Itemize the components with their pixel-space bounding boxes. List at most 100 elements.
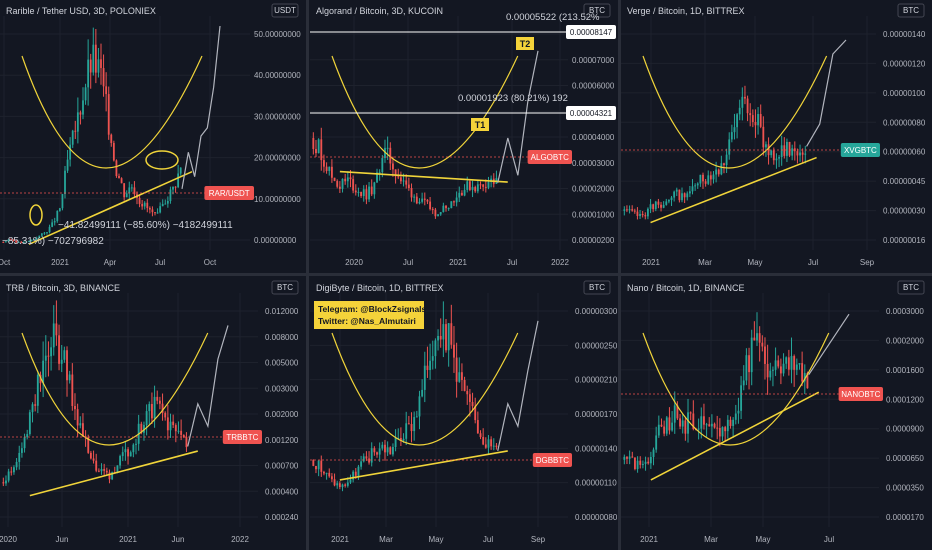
candle-body [479, 184, 482, 186]
x-tick-label: Mar [704, 535, 718, 544]
panel-divider[interactable] [0, 273, 932, 276]
chart-panel-digibyte[interactable]: 0.00000300 0.00000250 0.00000210 0.00000170… [310, 277, 618, 550]
candle-body [129, 452, 132, 457]
chart-panel-nano[interactable]: 0.0003000 0.0002000 0.0001600 0.0001200 0.00… [621, 277, 932, 550]
candle-body [76, 409, 79, 426]
y-tick-label: 0.00004000 [572, 133, 615, 142]
candle-body [315, 465, 317, 470]
candle-body [100, 59, 102, 69]
candle-body [709, 175, 712, 180]
price-tag-label: TRBBTC [226, 433, 258, 442]
y-tick-label: 0.00000250 [575, 341, 618, 350]
candle-body [386, 147, 389, 149]
candle-body [174, 425, 177, 432]
y-tick-label: 0.0002000 [886, 336, 924, 345]
candle-body [461, 372, 463, 380]
candle-body [804, 153, 807, 155]
candle-body [399, 177, 402, 182]
candle-body [785, 357, 788, 364]
support-trendline [650, 391, 820, 481]
candle-body [82, 423, 84, 437]
chart-panel-algorand[interactable]: 0.000080000.000070000.000060000.00005000… [310, 0, 618, 273]
candle-body [94, 44, 97, 73]
candle-body [320, 460, 323, 472]
candle-body [762, 126, 765, 148]
price-tag [532, 453, 572, 467]
candle-body [378, 448, 381, 455]
chart-title: DigiByte / Bitcoin, 1D, BITTREX [316, 283, 444, 293]
chart-svg-nano: 0.0003000 0.0002000 0.0001600 0.0001200 0.00… [621, 280, 925, 544]
candle-body [151, 404, 153, 419]
candle-body [381, 158, 384, 173]
candle-body [766, 363, 769, 378]
candle-body [628, 209, 631, 211]
candle-body [135, 443, 137, 445]
candle-body [628, 456, 631, 459]
candle-body [39, 374, 42, 384]
candle-body [753, 337, 756, 341]
chart-panel-verge[interactable]: 0.00000140 0.00000120 0.00000100 0.00000080… [621, 0, 932, 273]
candle-body [89, 452, 92, 459]
candle-body [35, 238, 38, 240]
candle-body [447, 323, 450, 351]
candle-body [644, 215, 647, 217]
price-tag [838, 387, 883, 401]
candle-body [108, 472, 111, 480]
candle-body [703, 416, 705, 425]
candle-body [732, 419, 735, 426]
unit-label: BTC [903, 283, 919, 292]
candle-body [141, 203, 144, 207]
candle-body [801, 363, 804, 382]
candle-body [354, 471, 357, 476]
candle-body [325, 472, 328, 474]
candle-body [740, 385, 743, 411]
candle-body [105, 86, 108, 95]
candle-body [765, 144, 767, 148]
candle-body [42, 360, 45, 384]
y-tick-label: 0.00000120 [883, 59, 926, 68]
chart-panel-trb[interactable]: 0.012000 0.008000 0.005000 0.003000 0.002000… [0, 277, 306, 550]
candle-body [323, 160, 325, 167]
cup-curve [21, 55, 203, 169]
candle-body [50, 347, 53, 357]
candle-body [484, 186, 487, 188]
candle-body [418, 201, 421, 204]
chart-title: Verge / Bitcoin, 1D, BITTREX [627, 6, 745, 16]
candle-body [757, 114, 759, 126]
candle-body [775, 158, 778, 161]
candle-body [405, 423, 408, 439]
candle-body [323, 471, 325, 474]
unit-label: BTC [589, 6, 605, 15]
candle-body [748, 355, 750, 373]
candle-body [410, 423, 413, 432]
candle-body [407, 184, 410, 189]
candle-body [429, 201, 432, 210]
price-tag-label: ALGOBTC [531, 153, 569, 162]
candle-body [158, 400, 161, 404]
y-tick-label: 0.012000 [265, 307, 299, 316]
candle-body [346, 177, 349, 182]
candle-body [405, 180, 408, 185]
candle-body [751, 115, 754, 122]
chart-panel-rarible[interactable]: 50.00000000 40.00000000 30.00000000 20.0000… [0, 0, 306, 273]
candle-body [787, 357, 790, 370]
social-label-text: Twitter: @Nas_Almutairi [318, 316, 416, 326]
candle-body [679, 418, 681, 427]
candle-body [48, 226, 51, 233]
price-tag-label: DGBBTC [536, 456, 570, 465]
candle-body [180, 430, 183, 435]
candle-body [675, 189, 678, 192]
measure-annotation: −85.31%) −702796982 [2, 236, 104, 247]
x-tick-label: Jul [808, 258, 818, 267]
target-label: T2 [520, 39, 531, 49]
chart-svg-rarible: 50.00000000 40.00000000 30.00000000 20.0000… [0, 3, 301, 267]
x-tick-label: 2021 [640, 535, 658, 544]
candle-body [89, 59, 92, 73]
chart-title: Nano / Bitcoin, 1D, BINANCE [627, 283, 745, 293]
candle-body [317, 139, 320, 154]
y-tick-label: 0.008000 [265, 333, 299, 342]
candle-body [670, 197, 673, 201]
y-tick-label: 0.00002000 [572, 185, 615, 194]
candle-body [333, 479, 336, 486]
candle-body [745, 355, 748, 381]
